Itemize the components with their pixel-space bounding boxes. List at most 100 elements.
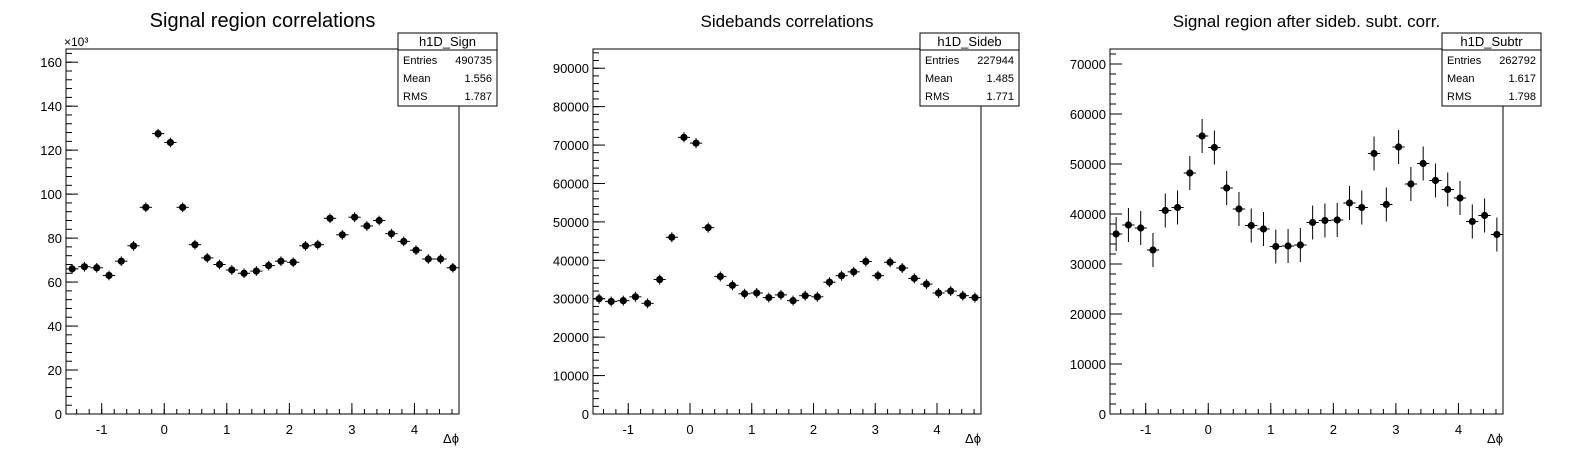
data-point [811,291,824,302]
plot-frame [592,48,982,415]
x-tick-label: 4 [933,422,940,437]
data-point [896,263,909,273]
marker [886,258,894,266]
data-point [176,202,189,213]
marker [154,130,162,138]
marker [753,289,761,297]
data-point [799,290,812,301]
data-point [385,228,398,239]
marker [449,264,457,272]
stats-value: 262792 [1499,55,1536,67]
x-tick-label: 0 [1205,422,1212,437]
marker [837,272,846,280]
marker [215,260,224,269]
marker [959,292,967,300]
data-point [1367,136,1381,171]
data-point [1355,190,1368,225]
data-point [714,271,727,282]
marker [1345,199,1354,207]
plot-frame [1109,48,1504,415]
stats-label: Mean [403,73,431,85]
data-point [1281,229,1295,263]
data-point [1146,233,1160,267]
data-point [1220,171,1233,205]
marker [971,293,979,302]
data-point [593,293,606,304]
marker [898,264,906,272]
marker [1161,206,1169,215]
x-axis-label: Δϕ [1487,431,1503,446]
marker [228,266,236,274]
marker [265,261,273,270]
data-point [409,245,423,256]
y-tick-label: 90000 [553,61,589,76]
marker [704,224,712,232]
stats-label: RMS [403,91,427,103]
marker [680,133,688,141]
data-point [823,277,836,288]
marker [692,139,700,147]
x-tick-label: 0 [686,422,693,437]
stats-box: h1D_Sideb Entries 227944 Mean 1.485 RMS 1.771 [919,32,1020,107]
marker [668,233,676,241]
y-exponent-label: ×10³ [64,35,88,49]
data-point [1183,156,1196,190]
stats-box-frame [1441,32,1542,107]
data-point [139,202,152,213]
y-tick-label: 10000 [553,369,589,384]
marker [862,257,870,266]
data-point [1331,203,1344,237]
data-point [1294,228,1307,262]
data-point [726,280,739,291]
y-tick-label: 120 [40,143,62,158]
stats-label: Entries [403,55,438,67]
x-tick-label: 4 [1455,422,1462,437]
marker [1198,132,1206,140]
stats-label: RMS [1447,91,1471,103]
data-point [1110,217,1123,251]
data-point [348,212,361,223]
data-point [373,215,386,226]
data-point [1306,205,1319,240]
stats-label: Mean [925,73,953,85]
data-point [1466,204,1479,239]
marker [1173,203,1182,212]
marker [850,268,858,276]
marker [1444,185,1452,194]
data-point [1404,167,1418,201]
x-axis-label: Δϕ [965,431,981,446]
data-point [1417,146,1430,181]
marker [351,213,359,221]
marker [716,272,724,281]
y-tick-label: 140 [40,99,62,114]
marker [129,242,138,250]
data-point [446,262,459,273]
marker [1284,242,1292,250]
data-point [151,128,165,139]
data-point [66,264,79,274]
y-tick-label: 60000 [1070,107,1106,122]
marker [179,203,187,211]
x-tick-label: -1 [96,422,108,437]
data-point [336,229,349,240]
data-point [629,291,642,302]
marker [240,269,248,277]
y-tick-label: 100 [40,187,62,202]
x-tick-label: 1 [748,422,755,437]
marker [825,278,834,286]
marker [387,230,396,238]
y-tick-label: 60000 [553,176,589,191]
data-point [1245,208,1258,243]
marker [289,258,297,266]
data-point [1478,198,1491,233]
marker [801,292,809,300]
marker [400,237,408,245]
data-point [738,288,751,299]
data-point [1490,217,1503,252]
y-tick-label: 50000 [553,215,589,230]
data-point [787,295,800,306]
data-point [1453,181,1467,215]
marker [277,257,285,265]
marker [1480,211,1489,220]
marker [1259,225,1268,233]
